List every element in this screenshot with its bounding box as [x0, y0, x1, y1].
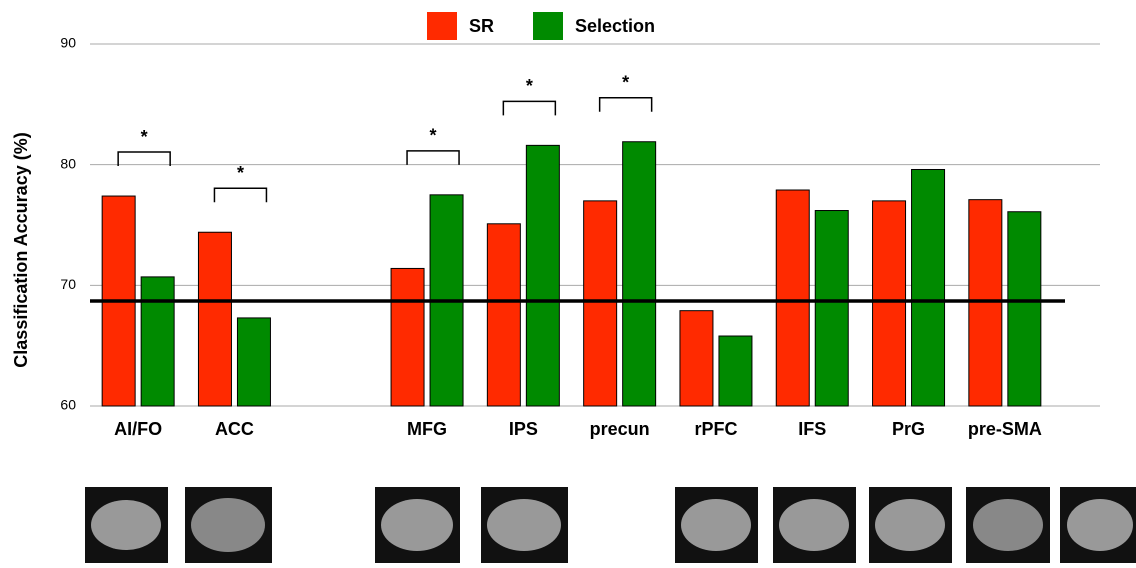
brain-image [1067, 499, 1133, 551]
bar [969, 200, 1002, 406]
bar [912, 169, 945, 406]
significance-bracket [503, 101, 555, 115]
chart: Classification Accuracy (%) 60 70 80 90 SR Se… [0, 0, 1136, 563]
x-tick-label: MFG [407, 419, 447, 439]
x-tick-label: precun [590, 419, 650, 439]
bar [141, 277, 174, 406]
x-tick-label: rPFC [694, 419, 737, 439]
brain-image [779, 499, 849, 551]
bar [391, 268, 424, 406]
brain-image [973, 499, 1043, 551]
bar [719, 336, 752, 406]
significance-bracket [118, 152, 170, 166]
y-tick-label: 70 [60, 276, 76, 292]
y-axis-title: Classification Accuracy (%) [11, 132, 31, 367]
brain-image [381, 499, 453, 551]
x-tick-label: ACC [215, 419, 254, 439]
brain-image [681, 499, 751, 551]
brain-image [875, 499, 945, 551]
legend-label: SR [469, 16, 494, 36]
bar [680, 311, 713, 406]
bar [776, 190, 809, 406]
brain-images [85, 487, 1136, 563]
bar [623, 142, 656, 406]
bar [526, 145, 559, 406]
significance-mark: * [526, 76, 533, 96]
brain-image [487, 499, 561, 551]
bar [584, 201, 617, 406]
bar [487, 224, 520, 406]
significance-bracket [407, 151, 459, 165]
x-tick-label: pre-SMA [968, 419, 1042, 439]
significance-bracket [214, 188, 266, 202]
bar [198, 232, 231, 406]
y-tick-label: 80 [60, 155, 76, 171]
x-tick-label: IFS [798, 419, 826, 439]
bar [237, 318, 270, 406]
significance-mark: * [430, 126, 437, 146]
bar [815, 211, 848, 406]
x-tick-label: AI/FO [114, 419, 162, 439]
legend-swatch [533, 12, 563, 40]
significance-bracket [600, 98, 652, 112]
significance-mark: * [141, 127, 148, 147]
significance-mark: * [622, 72, 629, 92]
bar [1008, 212, 1041, 406]
x-tick-label: PrG [892, 419, 925, 439]
legend-swatch [427, 12, 457, 40]
y-tick-label: 60 [60, 397, 76, 413]
brain-image [91, 500, 161, 550]
x-tick-label: IPS [509, 419, 538, 439]
legend-label: Selection [575, 16, 655, 36]
page: {"chart_data": {"type": "bar", "y_label"… [0, 0, 1136, 563]
y-tick-label: 90 [60, 35, 76, 51]
significance-mark: * [237, 163, 244, 183]
bar [873, 201, 906, 406]
brain-image [191, 498, 265, 552]
